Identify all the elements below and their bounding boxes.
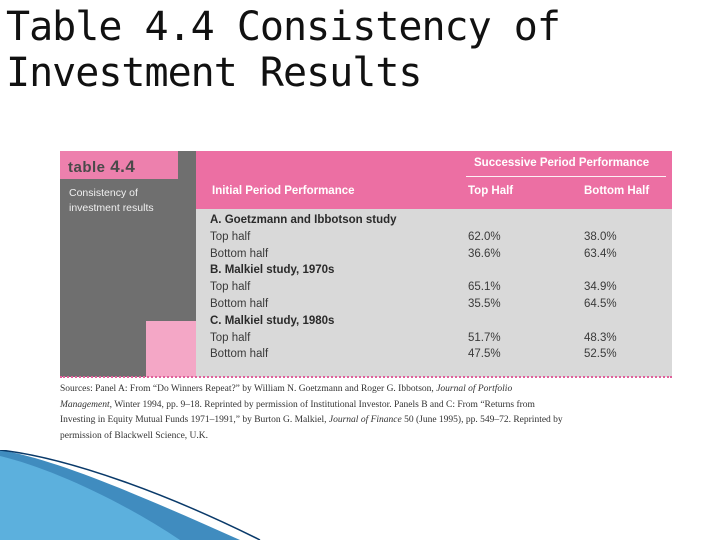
table-row: Top half 62.0% 38.0% bbox=[210, 229, 660, 245]
row-label: Bottom half bbox=[210, 348, 269, 361]
table-row: Top half 65.1% 34.9% bbox=[210, 279, 660, 295]
row-label: Bottom half bbox=[210, 298, 269, 310]
bottom-half-value: 63.4% bbox=[584, 247, 617, 260]
table-tab-number: 4.4 bbox=[110, 157, 136, 176]
table-panel: table 4.4 Consistency of investment resu… bbox=[60, 151, 672, 377]
bottom-half-value: 52.5% bbox=[584, 348, 617, 361]
slide-title: Table 4.4 Consistency of Investment Resu… bbox=[6, 4, 706, 96]
table-caption: Consistency of investment results bbox=[69, 186, 189, 216]
sources-journal-title: Journal of Finance bbox=[328, 415, 402, 425]
table-caption-line-1: Consistency of bbox=[69, 187, 138, 199]
table-section-row: A. Goetzmann and Ibbotson study bbox=[210, 212, 660, 228]
top-half-value: 62.0% bbox=[468, 230, 501, 243]
table-section-row: B. Malkiel study, 1970s bbox=[210, 262, 660, 278]
sources-journal-title: Management bbox=[60, 399, 110, 410]
sources-line-2: Management, Winter 1994, pp. 9–18. Repri… bbox=[60, 398, 580, 414]
table-row: Bottom half 35.5% 64.5% bbox=[210, 296, 660, 312]
table-tab: table 4.4 bbox=[60, 151, 178, 179]
row-label: Top half bbox=[210, 281, 251, 294]
table-bottom-dotted-rule bbox=[60, 376, 672, 378]
column-header-initial: Initial Period Performance bbox=[212, 185, 355, 197]
table-section-row: C. Malkiel study, 1980s bbox=[210, 313, 660, 329]
section-label: B. Malkiel study, 1970s bbox=[210, 264, 335, 277]
sources-text: 50 (June 1995), pp. 549–72. Reprinted by bbox=[401, 415, 563, 425]
row-label: Bottom half bbox=[210, 247, 269, 260]
sources-line-1: Sources: Panel A: From “Do Winners Repea… bbox=[60, 382, 580, 398]
sources-line-3: Investing in Equity Mutual Funds 1971–19… bbox=[60, 413, 580, 429]
sources-note: Sources: Panel A: From “Do Winners Repea… bbox=[60, 382, 580, 444]
bottom-half-value: 48.3% bbox=[584, 331, 617, 344]
row-label: Top half bbox=[210, 230, 251, 243]
table-row: Bottom half 36.6% 63.4% bbox=[210, 246, 660, 262]
sources-text: , Winter 1994, pp. 9–18. Reprinted by pe… bbox=[109, 399, 535, 410]
table-tab-label: table 4.4 bbox=[68, 157, 135, 177]
side-accent-block bbox=[146, 321, 196, 377]
table-header: Successive Period Performance Initial Pe… bbox=[196, 151, 672, 209]
header-divider bbox=[466, 176, 666, 177]
table-tab-word: table bbox=[68, 159, 106, 176]
table-caption-line-2: investment results bbox=[69, 202, 154, 214]
bottom-half-value: 38.0% bbox=[584, 230, 617, 243]
column-header-bottom-half: Bottom Half bbox=[584, 185, 650, 197]
section-label: C. Malkiel study, 1980s bbox=[210, 314, 335, 327]
top-half-value: 36.6% bbox=[468, 247, 501, 260]
section-label: A. Goetzmann and Ibbotson study bbox=[210, 214, 397, 226]
top-half-value: 65.1% bbox=[468, 281, 501, 294]
header-group-label: Successive Period Performance bbox=[474, 157, 650, 169]
decorative-swoosh bbox=[0, 450, 261, 540]
bottom-half-value: 64.5% bbox=[584, 298, 617, 310]
table-row: Top half 51.7% 48.3% bbox=[210, 330, 660, 346]
sources-line-4: permission of Blackwell Science, U.K. bbox=[60, 430, 209, 441]
sources-text: Investing in Equity Mutual Funds 1971–19… bbox=[60, 415, 329, 425]
slide-title-line-2: Investment Results bbox=[6, 50, 422, 96]
column-header-top-half: Top Half bbox=[468, 185, 514, 197]
table-row: Bottom half 47.5% 52.5% bbox=[210, 346, 660, 362]
bottom-half-value: 34.9% bbox=[584, 281, 617, 294]
sources-journal-title: Journal of Portfolio bbox=[436, 384, 513, 394]
sources-text: Sources: Panel A: From “Do Winners Repea… bbox=[60, 384, 437, 394]
table-side-column: table 4.4 Consistency of investment resu… bbox=[60, 151, 196, 377]
top-half-value: 51.7% bbox=[468, 331, 501, 344]
slide-title-line-1: Table 4.4 Consistency of bbox=[6, 4, 561, 50]
top-half-value: 47.5% bbox=[468, 348, 501, 361]
top-half-value: 35.5% bbox=[468, 298, 501, 310]
row-label: Top half bbox=[210, 331, 251, 344]
